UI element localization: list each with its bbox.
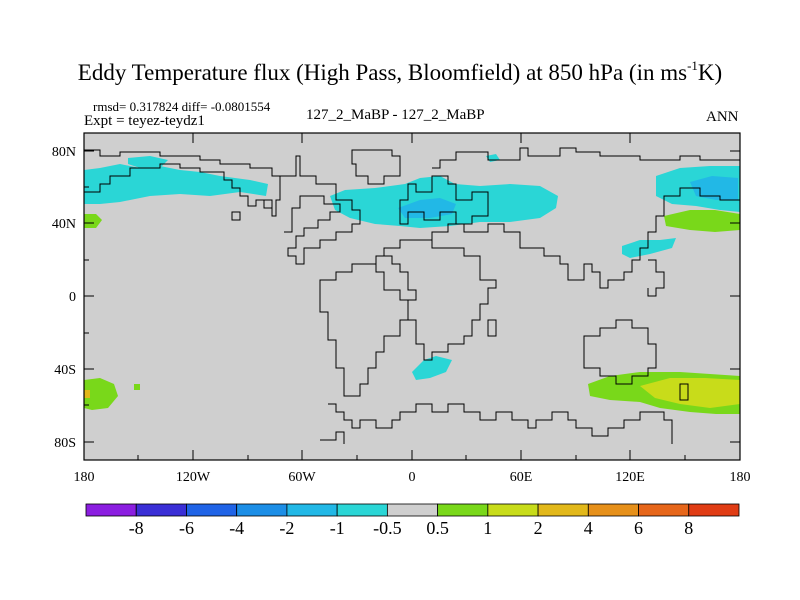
latitude-labels: 80N 40N 0 40S 80S xyxy=(52,145,76,451)
title-main: Eddy Temperature flux (High Pass, Bloomf… xyxy=(77,60,688,85)
coast-asia-east xyxy=(416,187,740,289)
coast-europe xyxy=(399,175,489,225)
colorbar-box xyxy=(135,503,187,517)
coast-north-america xyxy=(84,149,281,217)
lon-label-0: 0 xyxy=(409,470,416,485)
colorbar-box xyxy=(437,503,489,517)
longitude-labels: 180 120W 60W 0 60E 120E 180 xyxy=(74,470,751,485)
longitude-axis xyxy=(83,133,741,460)
coast-antarctica xyxy=(328,403,673,444)
lat-label-80s: 80S xyxy=(54,436,76,451)
green-region-ne-pacific xyxy=(664,210,740,232)
colorbar-box xyxy=(236,503,288,517)
coast-japan xyxy=(647,259,665,297)
light-blue-core-atlantic xyxy=(398,198,456,218)
cyan-region-japan xyxy=(622,238,676,258)
colorbar-label: 2 xyxy=(533,518,543,538)
colorbar-box xyxy=(688,503,740,517)
plot-title: Eddy Temperature flux (High Pass, Bloomf… xyxy=(0,58,800,86)
colorbar-box xyxy=(386,503,439,517)
lon-label-60e: 60E xyxy=(510,470,533,485)
title-tail: K) xyxy=(697,60,723,85)
colorbar-box xyxy=(85,503,137,517)
rmsd-diff-text: rmsd= 0.317824 diff= -0.0801554 xyxy=(93,99,271,114)
lon-label-180-left: 180 xyxy=(74,470,95,485)
colorbar-box xyxy=(638,503,690,517)
colorbar-label: 0.5 xyxy=(426,518,449,538)
orange-core-west-south xyxy=(84,390,90,398)
coast-eurasia xyxy=(432,147,740,169)
colorbar-box xyxy=(537,503,589,517)
period-label: ANN xyxy=(706,109,739,125)
green-region-west-south xyxy=(84,378,118,410)
coast-north-america-east xyxy=(272,155,361,265)
lat-label-40s: 40S xyxy=(54,363,76,378)
coast-africa xyxy=(375,239,497,361)
coast-antarctic-peninsula xyxy=(320,431,345,444)
coast-madagascar xyxy=(487,319,497,337)
latitude-axis xyxy=(84,150,740,443)
green-region-south-spot xyxy=(134,384,140,390)
lon-label-120e: 120E xyxy=(615,470,645,485)
colorbar-label: -6 xyxy=(179,518,194,538)
lon-label-120w: 120W xyxy=(176,470,211,485)
experiment-label: Expt = teyez-teydz1 xyxy=(84,113,205,129)
lat-label-80n: 80N xyxy=(52,145,76,160)
colorbar-label: -0.5 xyxy=(373,518,402,538)
coast-arctic-islands xyxy=(231,199,273,221)
colorbar-label: -8 xyxy=(128,518,144,538)
lon-label-60w: 60W xyxy=(288,470,316,485)
colorbar-box xyxy=(336,503,388,517)
colorbar-box xyxy=(186,503,238,517)
colorbar-label: -1 xyxy=(329,518,345,538)
coastlines xyxy=(84,147,740,444)
green-region-west-edge xyxy=(84,214,102,228)
colorbar-label: -2 xyxy=(279,518,295,538)
yellow-green-core-southern-ocean xyxy=(640,378,740,408)
light-blue-core-nw-pacific xyxy=(690,176,738,200)
colorbar-label: 4 xyxy=(583,518,593,538)
colorbar-label: -4 xyxy=(229,518,245,538)
colorbar-label: 8 xyxy=(684,518,694,538)
cyan-region-small-east xyxy=(128,156,168,168)
colorbar-label: 1 xyxy=(483,518,493,538)
colorbar-box xyxy=(587,503,639,517)
colorbar-box xyxy=(286,503,338,517)
cyan-region-south-africa xyxy=(412,356,452,380)
colorbar-label: 6 xyxy=(634,518,643,538)
case-label: 127_2_MaBP - 127_2_MaBP xyxy=(306,107,485,123)
colorbar xyxy=(85,503,740,517)
lat-label-0: 0 xyxy=(69,290,76,305)
field-contours xyxy=(84,147,740,444)
lat-label-40n: 40N xyxy=(52,217,76,232)
title-superscript: -1 xyxy=(687,58,698,73)
coast-greenland xyxy=(351,149,401,185)
lon-label-180-right: 180 xyxy=(730,470,751,485)
colorbar-box xyxy=(487,503,539,517)
coast-australia xyxy=(583,319,657,385)
coast-new-zealand xyxy=(679,383,689,401)
